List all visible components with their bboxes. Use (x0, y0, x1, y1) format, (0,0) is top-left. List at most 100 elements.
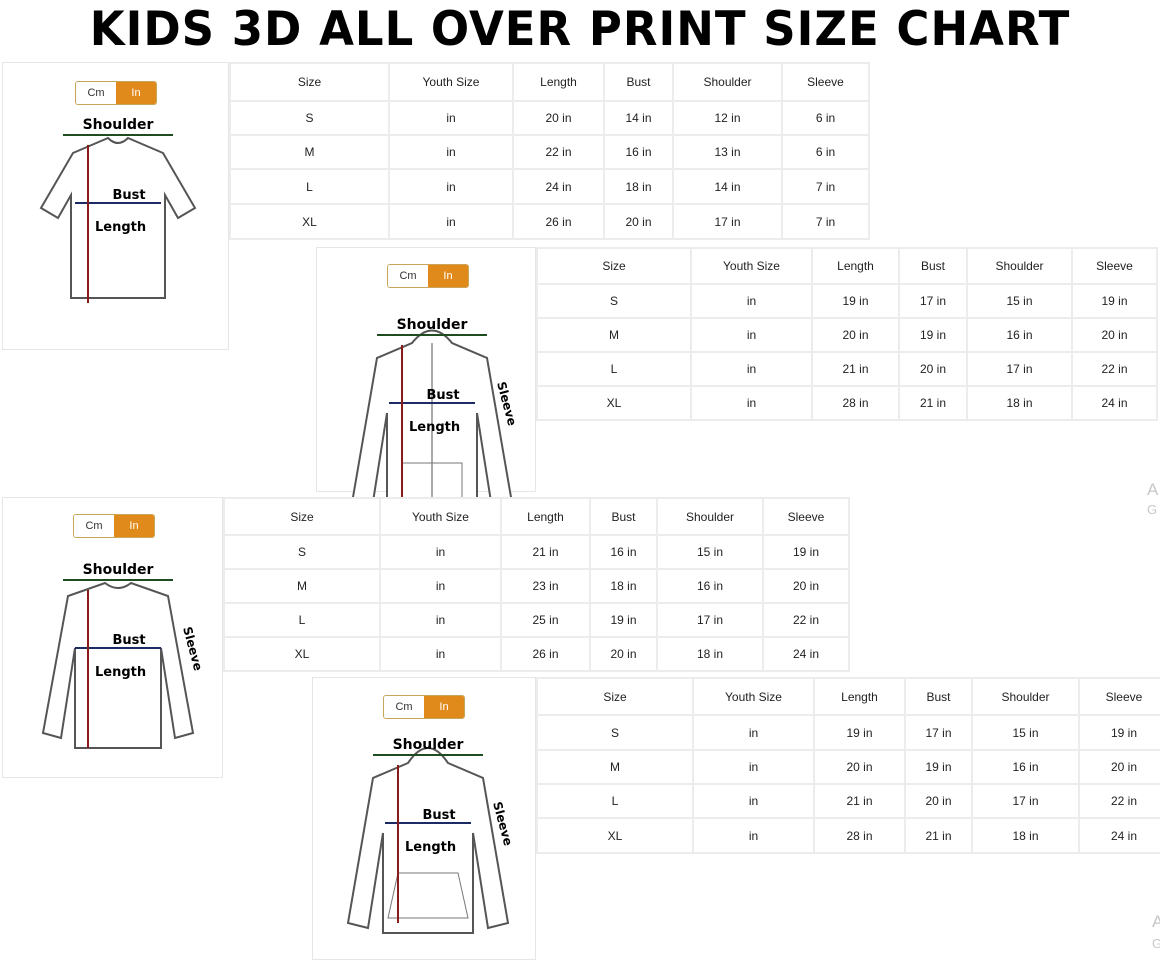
table-cell: 18 in (603, 168, 674, 205)
table-cell: 25 in (500, 602, 591, 638)
unit-cm-button[interactable]: Cm (384, 696, 424, 718)
watermark-text: A (1152, 912, 1160, 931)
unit-toggle[interactable]: Cm In (75, 81, 157, 105)
table-row: XL in 28 in 21 in 18 in 24 in (536, 385, 1158, 421)
table-cell: 18 in (656, 636, 764, 672)
watermark-text: G (1147, 502, 1158, 517)
column-header: Shoulder (971, 677, 1080, 716)
unit-in-button[interactable]: In (424, 696, 464, 718)
table-cell: 21 in (500, 534, 591, 570)
table-cell: in (690, 351, 813, 387)
column-header: Bust (603, 62, 674, 102)
table-cell: 12 in (672, 100, 783, 136)
table-cell: 15 in (971, 714, 1080, 751)
unit-toggle[interactable]: Cm In (73, 514, 155, 538)
column-header: Length (512, 62, 605, 102)
table-cell: 24 in (762, 636, 850, 672)
unit-cm-button[interactable]: Cm (388, 265, 428, 287)
watermark-text: G (1152, 936, 1160, 951)
table-cell: 24 in (1078, 817, 1160, 854)
shoulder-label: Shoulder (83, 562, 154, 578)
unit-cm-button[interactable]: Cm (74, 515, 114, 537)
garment-image-panel: Cm In Shoulder Bust Length Sleeve (2, 497, 223, 778)
table-cell: 19 in (1071, 283, 1158, 319)
table-cell: L (536, 783, 694, 819)
column-header: Sleeve (762, 497, 850, 536)
unit-in-button[interactable]: In (428, 265, 468, 287)
bust-label: Bust (422, 808, 455, 823)
table-cell: 17 in (971, 783, 1080, 819)
column-header: Bust (589, 497, 658, 536)
unit-toggle[interactable]: Cm In (387, 264, 469, 288)
table-cell: 20 in (512, 100, 605, 136)
table-cell: M (223, 568, 381, 604)
t-shirt-diagram: Shoulder Bust Length (39, 117, 197, 303)
bust-label: Bust (112, 188, 145, 203)
table-header-row: Size Youth Size Length Bust Shoulder Sleeve (536, 247, 1158, 285)
table-cell: 23 in (500, 568, 591, 604)
table-cell: XL (536, 385, 692, 421)
unit-toggle[interactable]: Cm In (383, 695, 465, 719)
table-header-row: Size Youth Size Length Bust Shoulder Sleeve (536, 677, 1160, 716)
table-cell: 19 in (813, 714, 906, 751)
table-cell: 7 in (781, 203, 870, 240)
table-cell: 14 in (672, 168, 783, 205)
column-header: Length (813, 677, 906, 716)
column-header: Sleeve (1071, 247, 1158, 285)
length-label: Length (95, 220, 146, 235)
table-cell: 20 in (762, 568, 850, 604)
bust-label: Bust (426, 388, 459, 403)
table-cell: 18 in (971, 817, 1080, 854)
table-cell: in (388, 203, 514, 240)
table-cell: L (536, 351, 692, 387)
length-label: Length (95, 665, 146, 680)
table-cell: L (229, 168, 390, 205)
table-cell: in (692, 817, 815, 854)
table-cell: S (223, 534, 381, 570)
long-sleeve-shirt-diagram: Shoulder Bust Length Sleeve (41, 562, 203, 749)
table-cell: 26 in (500, 636, 591, 672)
table-cell: 20 in (1078, 749, 1160, 785)
table-cell: in (388, 168, 514, 205)
shoulder-label: Shoulder (83, 117, 154, 133)
table-cell: 22 in (512, 134, 605, 170)
table-cell: 19 in (898, 317, 968, 353)
table-cell: in (379, 568, 502, 604)
table-cell: 20 in (904, 783, 973, 819)
table-cell: in (379, 636, 502, 672)
table-cell: 16 in (603, 134, 674, 170)
table-cell: in (388, 100, 514, 136)
unit-in-button[interactable]: In (114, 515, 154, 537)
table-cell: 19 in (811, 283, 900, 319)
unit-in-button[interactable]: In (116, 82, 156, 104)
table-cell: 18 in (589, 568, 658, 604)
size-table: Size Youth Size Length Bust Shoulder Sleeve S… (536, 247, 1158, 421)
column-header: Youth Size (690, 247, 813, 285)
column-header: Size (229, 62, 390, 102)
table-header-row: Size Youth Size Length Bust Shoulder Sleeve (223, 497, 850, 536)
table-cell: 18 in (966, 385, 1073, 421)
length-label: Length (405, 840, 456, 855)
table-cell: in (690, 317, 813, 353)
table-cell: 17 in (898, 283, 968, 319)
column-header: Size (536, 677, 694, 716)
unit-cm-button[interactable]: Cm (76, 82, 116, 104)
table-cell: 20 in (898, 351, 968, 387)
table-cell: XL (229, 203, 390, 240)
column-header: Shoulder (672, 62, 783, 102)
watermark-text: A (1147, 480, 1159, 499)
table-cell: 20 in (813, 749, 906, 785)
column-header: Bust (904, 677, 973, 716)
table-cell: 15 in (656, 534, 764, 570)
table-cell: 21 in (898, 385, 968, 421)
garment-image-panel: Cm In Shoulder Bust Length Sleeve (312, 677, 536, 960)
table-cell: 16 in (589, 534, 658, 570)
table-cell: in (692, 783, 815, 819)
column-header: Sleeve (1078, 677, 1160, 716)
table-cell: 26 in (512, 203, 605, 240)
table-cell: 24 in (1071, 385, 1158, 421)
column-header: Youth Size (379, 497, 502, 536)
